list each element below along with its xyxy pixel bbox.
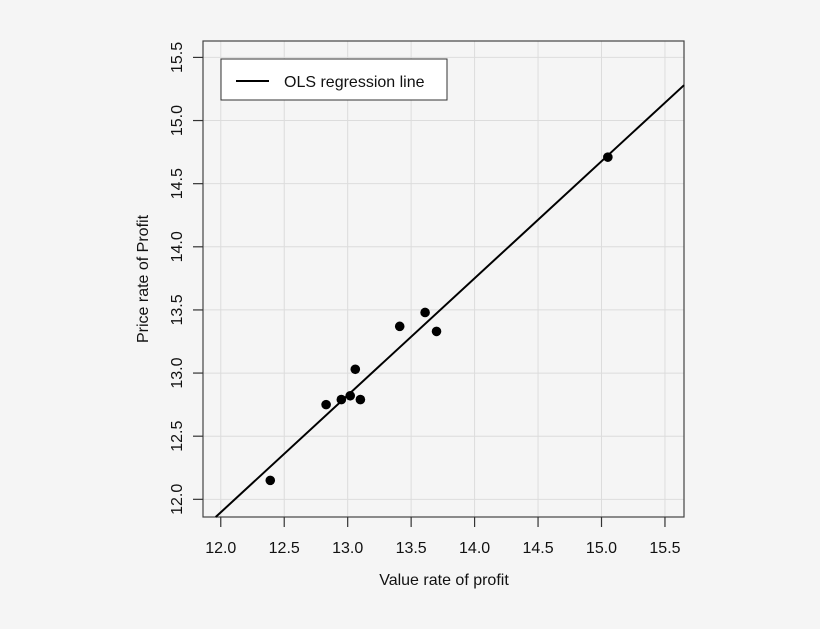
y-axis-title: Price rate of Profit	[135, 214, 152, 343]
y-tick-label: 14.5	[169, 168, 186, 199]
data-point	[394, 321, 405, 332]
legend-label: OLS regression line	[284, 74, 425, 91]
x-axis: 12.0 12.5 13.0 13.5 14.0 14.5 15.0 15.5	[205, 517, 681, 557]
x-axis-title: Value rate of profit	[379, 572, 509, 589]
y-tick-label: 12.5	[169, 421, 186, 452]
y-tick-label: 12.0	[169, 484, 186, 515]
data-points	[265, 152, 613, 486]
data-point	[431, 326, 442, 337]
y-tick-label: 13.5	[169, 294, 186, 325]
y-tick-label: 14.0	[169, 231, 186, 262]
data-point	[350, 364, 361, 375]
x-tick-label: 12.5	[269, 540, 300, 557]
x-tick-label: 15.0	[586, 540, 617, 557]
data-point	[420, 307, 430, 318]
data-point	[321, 399, 331, 410]
y-tick-label: 13.0	[169, 357, 186, 388]
ols-line	[215, 84, 685, 518]
y-tick-label: 15.5	[169, 42, 186, 73]
data-point	[265, 475, 276, 486]
y-tick-label: 15.0	[169, 105, 186, 136]
data-point	[336, 394, 347, 405]
plot-frame	[202, 40, 685, 518]
y-axis: 12.0 12.5 13.0 13.5 14.0 14.5 15.0 15.5	[169, 42, 203, 515]
x-tick-label: 14.5	[522, 540, 553, 557]
x-tick-label: 12.0	[205, 540, 236, 557]
regression-line	[215, 84, 685, 518]
data-point	[355, 394, 366, 405]
legend-box	[220, 58, 448, 101]
x-tick-label: 13.5	[396, 540, 427, 557]
legend: OLS regression line	[220, 58, 448, 101]
x-tick-label: 15.5	[649, 540, 680, 557]
data-point	[345, 390, 356, 401]
x-tick-label: 13.0	[332, 540, 363, 557]
x-tick-label: 14.0	[459, 540, 490, 557]
data-point	[603, 152, 613, 162]
grid-lines	[203, 41, 684, 517]
